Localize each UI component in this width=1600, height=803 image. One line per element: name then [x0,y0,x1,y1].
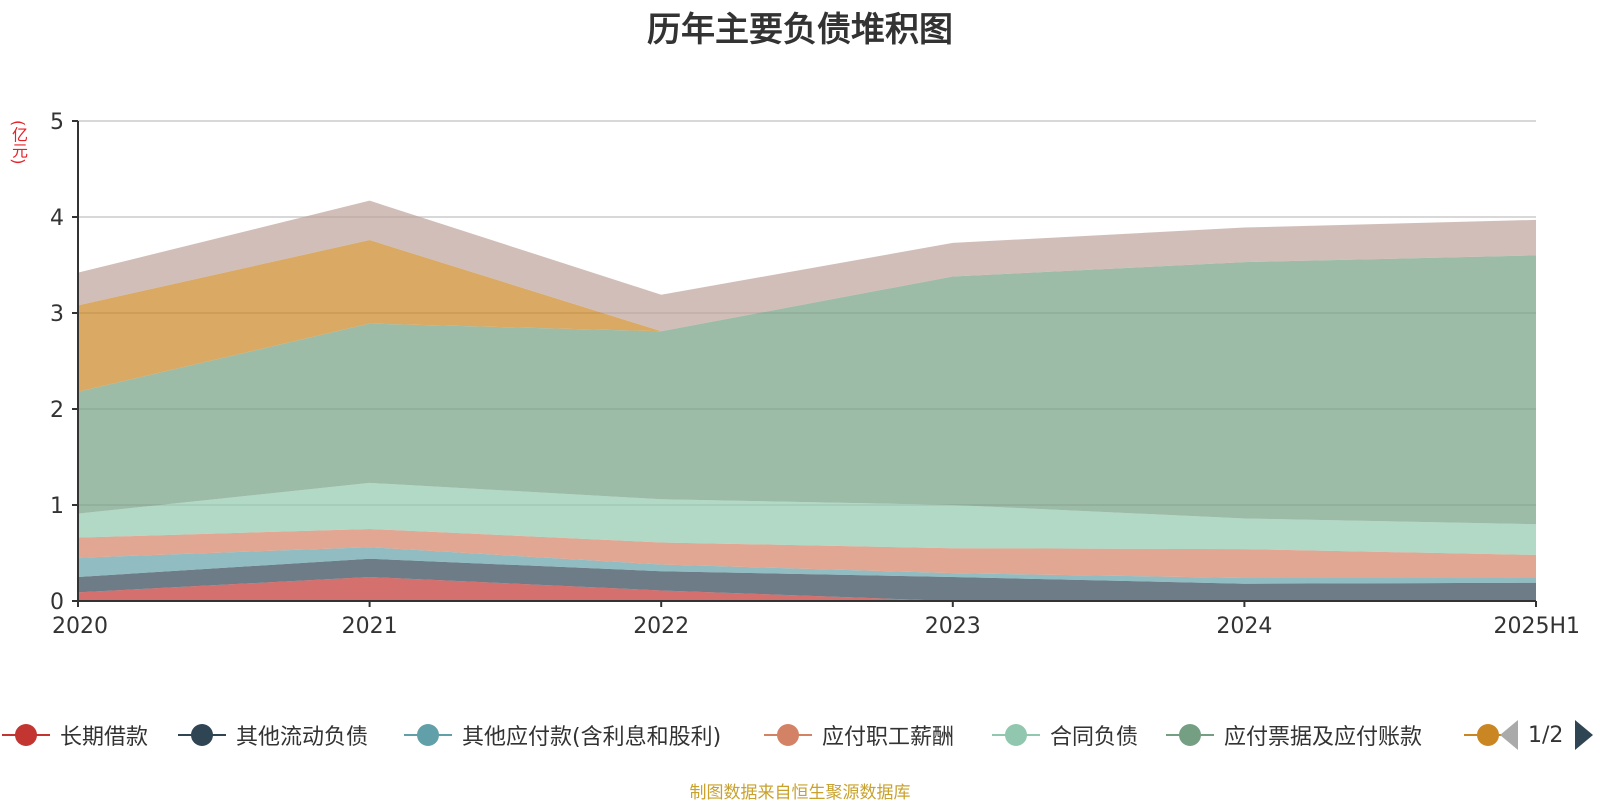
legend-item-7[interactable] [1462,712,1514,758]
chart-title: 历年主要负债堆积图 [647,10,953,50]
legend-item-label: 应付票据及应付账款 [1224,725,1423,750]
legend-marker-icon [0,712,52,758]
legend-item-2[interactable]: 其他流动负债 [176,712,368,758]
stacked-area-chart: 0 1 2 3 4 5 2020 2021 2022 2023 2024 2025H1 [50,110,1580,639]
legend-marker-icon [402,712,454,758]
legend-marker-icon [1462,712,1514,758]
area-series-2 [78,558,1536,601]
y-tick-label: 5 [50,110,64,135]
x-tick-label: 2023 [925,614,981,639]
y-tick-label: 4 [50,206,64,231]
legend-item-3[interactable]: 其他应付款(含利息和股利) [402,712,721,758]
x-tick-label: 2024 [1216,614,1272,639]
area-series-1 [78,577,1536,601]
y-tick-label: 2 [50,398,64,423]
area-series-4 [78,529,1536,578]
area-series-8 [78,200,1536,332]
legend-item-label: 合同负债 [1050,725,1139,750]
legend-pager: 1/2 [1500,716,1600,754]
area-series-layer [78,200,1536,601]
x-tick-label: 2022 [633,614,689,639]
legend-item-label: 其他流动负债 [236,725,369,750]
legend-prev-page-icon[interactable] [1500,720,1518,750]
legend-item-1[interactable]: 长期借款 [0,712,148,758]
data-source-note: 制图数据来自恒生聚源数据库 [689,783,911,803]
y-tick-label: 3 [50,302,64,327]
y-axis-unit-label: (亿元) [9,120,28,165]
area-series-5 [78,482,1536,555]
y-tick-label: 0 [50,590,64,615]
legend-item-6[interactable]: 应付票据及应付账款 [1164,712,1422,758]
legend: 长期借款 其他流动负债 其他应付款(含利息和股利) 应付职工薪酬 合同负债 应付票据及应付… [0,712,1600,758]
legend-marker-icon [1164,712,1216,758]
x-tick-label: 2025H1 [1493,614,1580,639]
area-series-3 [78,547,1536,584]
x-tick-label: 2020 [52,614,108,639]
legend-item-label: 长期借款 [60,725,149,750]
legend-marker-icon [762,712,814,758]
legend-item-label: 应付职工薪酬 [822,725,955,750]
area-series-7 [78,240,1536,392]
legend-item-5[interactable]: 合同负债 [990,712,1138,758]
x-tick-label: 2021 [342,614,398,639]
legend-marker-icon [990,712,1042,758]
axes: 0 1 2 3 4 5 2020 2021 2022 2023 2024 2025H1 [50,110,1580,639]
area-series-6 [78,255,1536,525]
legend-page-indicator: 1/2 [1528,722,1564,748]
legend-next-page-icon[interactable] [1575,720,1594,750]
y-tick-label: 1 [50,494,64,519]
legend-marker-icon [176,712,228,758]
legend-item-4[interactable]: 应付职工薪酬 [762,712,954,758]
legend-item-label: 其他应付款(含利息和股利) [462,725,722,750]
